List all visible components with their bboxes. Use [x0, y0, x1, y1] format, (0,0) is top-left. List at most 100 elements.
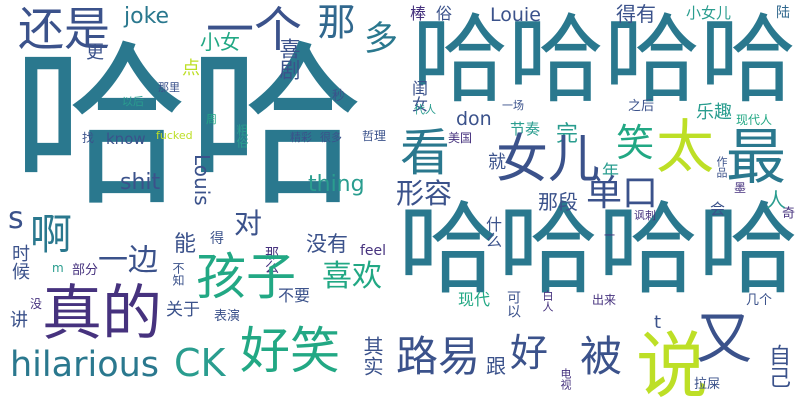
- word-nver: 女儿: [496, 130, 601, 190]
- word-shihou: 时候: [9, 244, 30, 280]
- word-chulai: 出来: [592, 293, 617, 307]
- word-louis: Louis: [190, 154, 214, 206]
- word-yichang: 一场: [502, 99, 524, 112]
- word-haishi: 还是: [18, 2, 110, 56]
- word-su: 俗: [436, 4, 453, 23]
- word-jiezou: 节奏: [510, 120, 541, 138]
- word-xiju: 喜剧: [277, 38, 301, 80]
- word-nali: 那里: [158, 81, 180, 94]
- word-meiyou: 没有: [306, 232, 348, 256]
- word-fengci: 讽刺: [634, 209, 656, 222]
- word-tai: 太: [656, 113, 715, 181]
- word-jiu: 就: [488, 152, 506, 173]
- word-bufen: 部分: [72, 263, 99, 278]
- word-thing: thing: [308, 172, 365, 197]
- word-fucked: fucked: [156, 129, 193, 142]
- word-you: 又: [696, 307, 752, 372]
- word-a: 啊: [30, 210, 73, 259]
- word-jiang: 讲: [7, 310, 28, 328]
- word-na: 那: [311, 2, 355, 40]
- word-lu: 陆: [776, 5, 790, 21]
- word-ck: CK: [174, 341, 226, 385]
- word-yige: 一个: [206, 2, 303, 58]
- word-bairen: 白人: [541, 290, 554, 312]
- word-hilarious: hilarious: [10, 345, 160, 385]
- word-dian: 点: [182, 58, 200, 79]
- word-qi: 奇: [779, 206, 794, 219]
- word-zhihou: 之后: [628, 99, 655, 114]
- word-zheli: 哲理: [362, 129, 387, 143]
- word-keyi: 可以: [505, 290, 521, 318]
- word-zhao: 找: [82, 131, 95, 145]
- word-neng: 能: [174, 232, 197, 257]
- word-xiaonv: 小女: [200, 30, 240, 54]
- word-bang: 棒: [410, 4, 427, 23]
- word-don: don: [456, 108, 492, 130]
- word-meiguo: 美国: [448, 131, 473, 145]
- word-hahaha-large: 哈哈: [12, 25, 365, 230]
- word-know: know: [106, 130, 146, 148]
- word-guinv: 闺女: [409, 80, 428, 112]
- word-wan: 完: [556, 122, 579, 147]
- word-buzhi: 不知: [171, 262, 185, 286]
- word-dianshi: 电视: [559, 368, 572, 390]
- word-xiaonver: 小女儿: [686, 4, 732, 22]
- word-duo: 多: [364, 19, 398, 59]
- word-dui: 对: [234, 207, 263, 240]
- word-zui: 最: [726, 123, 786, 193]
- word-guanyu: 关于: [166, 300, 200, 320]
- word-joke: joke: [124, 4, 170, 29]
- word-haizi: 孩子: [196, 248, 296, 306]
- word-naduan: 那段: [538, 190, 578, 214]
- word-deyou: 得有: [616, 2, 656, 26]
- word-nian: 年: [602, 162, 619, 182]
- word-jige: 几个: [746, 293, 773, 308]
- word-hahahaha-bottom: 哈哈哈哈: [398, 191, 798, 308]
- word-name2: 那么: [263, 246, 279, 274]
- word-s: s: [8, 201, 24, 236]
- word-zhou: 周: [206, 113, 217, 126]
- word-yihou: 以后: [122, 95, 144, 108]
- word-haoxiao: 好笑: [240, 322, 340, 380]
- word-jingcai: 精彩: [290, 131, 312, 144]
- word-zhende: 真的: [42, 279, 162, 349]
- word-xiandai: 现代: [458, 290, 491, 309]
- word-gen: 跟: [486, 354, 506, 378]
- word-shenme: 什么: [483, 216, 502, 248]
- word-qishi: 其实: [360, 336, 384, 376]
- word-buyao: 不要: [278, 286, 311, 305]
- word-m: m: [52, 261, 64, 275]
- word-yibian: 一边: [98, 243, 158, 278]
- word-mo: 墨: [734, 181, 747, 195]
- word-dankou: 单口: [586, 173, 659, 214]
- word-mei: 没: [30, 297, 43, 311]
- word-lequ: 乐趣: [696, 102, 732, 123]
- word-xihuan: 喜欢: [322, 259, 382, 294]
- word-bei: 被: [580, 332, 623, 381]
- word-luyi: 路易: [396, 332, 481, 381]
- word-lashi: 拉屎: [694, 377, 721, 392]
- word-ziji: 自己: [765, 344, 790, 388]
- word-xingrong: 形容: [396, 177, 453, 210]
- word-shit: shit: [120, 170, 161, 195]
- word-hui: 会: [710, 200, 726, 218]
- word-louie: Louie: [490, 4, 541, 26]
- word-feel: feel: [360, 243, 387, 259]
- word-hao: 好: [510, 331, 549, 375]
- word-biaoyan: 表演: [214, 309, 241, 324]
- word-xiao: 笑: [616, 121, 655, 165]
- word-cusu: 粗俗: [235, 124, 249, 148]
- word-henduo: 很多: [320, 131, 342, 144]
- word-zuopin: 作品: [715, 156, 728, 178]
- word-xiandairen: 现代人: [736, 113, 773, 127]
- word-geng: 更: [86, 42, 104, 63]
- word-shuo: 说: [636, 324, 709, 400]
- word-de: 得: [210, 231, 224, 247]
- word-dairen: 代人: [414, 103, 436, 116]
- word-hahahaha-top: 哈哈哈哈: [412, 4, 796, 116]
- word-yi: 一: [604, 229, 615, 242]
- word-t: t: [654, 312, 662, 333]
- word-kan: 看: [400, 124, 450, 182]
- word-miao: 秒: [332, 89, 346, 104]
